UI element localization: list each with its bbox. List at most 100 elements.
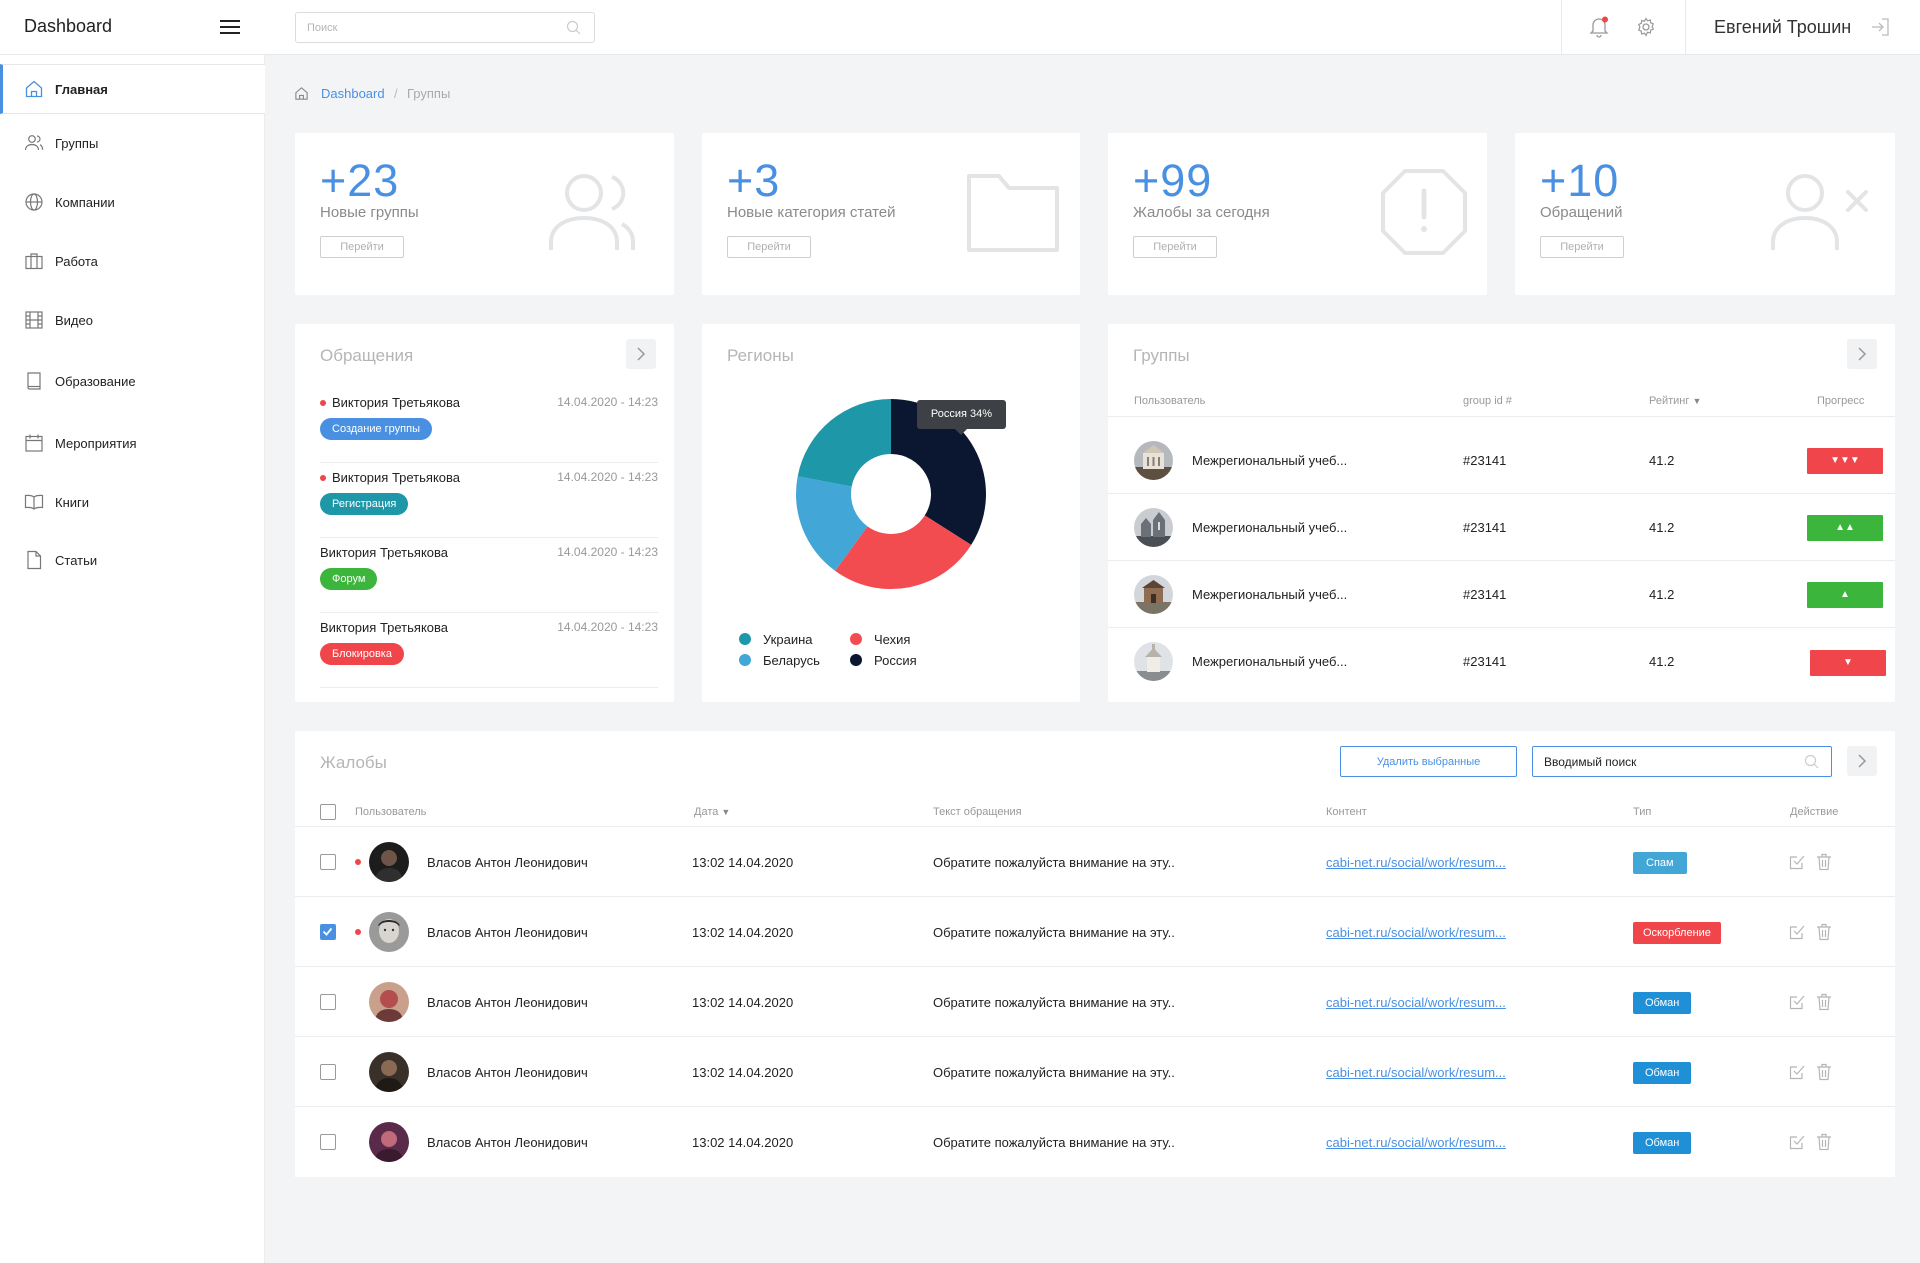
content-link[interactable]: cabi-net.ru/social/work/resum... (1326, 855, 1506, 870)
table-row[interactable]: Власов Антон Леонидович 13:02 14.04.2020… (295, 827, 1895, 897)
gear-icon[interactable] (1636, 17, 1656, 37)
pie-slice-Чехия[interactable] (835, 515, 972, 589)
search-icon[interactable] (566, 20, 581, 35)
complaints-search-input[interactable] (1532, 746, 1832, 777)
appeal-name: Виктория Третьякова (320, 545, 449, 560)
edit-check-icon[interactable] (1789, 994, 1805, 1010)
sidebar-item-home[interactable]: Главная (0, 64, 265, 114)
col-header-date-label: Дата (694, 806, 719, 818)
col-header-type: Тип (1633, 806, 1652, 818)
appeal-item[interactable]: Виктория Третьякова 14.04.2020 - 14:23 С… (320, 388, 658, 463)
content-link[interactable]: cabi-net.ru/social/work/resum... (1326, 1135, 1506, 1150)
next-button[interactable] (1847, 339, 1877, 369)
sidebar-item-work[interactable]: Работа (0, 236, 265, 286)
trash-icon[interactable] (1816, 993, 1832, 1011)
card-title: Регионы (727, 346, 794, 365)
col-header-date[interactable]: Дата ▼ (694, 806, 730, 818)
go-button[interactable]: Перейти (320, 236, 404, 258)
row-checkbox[interactable] (320, 1064, 336, 1080)
stat-card-groups: +23 Новые группы Перейти (295, 133, 674, 295)
table-row[interactable]: Власов Антон Леонидович 13:02 14.04.2020… (295, 1107, 1895, 1177)
edit-check-icon[interactable] (1789, 854, 1805, 870)
sidebar-item-events[interactable]: Мероприятия (0, 418, 265, 468)
search-icon[interactable] (1804, 754, 1819, 769)
app-logo[interactable]: Dashboard (24, 16, 113, 36)
trash-icon[interactable] (1816, 1133, 1832, 1151)
users-icon (24, 133, 44, 153)
next-button[interactable] (1847, 746, 1877, 776)
complaint-date: 13:02 14.04.2020 (692, 855, 794, 870)
pie-slice-Россия[interactable] (891, 399, 986, 545)
breadcrumb-separator: / (394, 86, 398, 101)
type-badge: Спам (1633, 852, 1687, 874)
trash-icon[interactable] (1816, 923, 1832, 941)
card-title: Жалобы (320, 753, 387, 772)
select-all-checkbox[interactable] (320, 804, 336, 820)
row-checkbox[interactable] (320, 854, 336, 870)
bell-icon[interactable] (1589, 16, 1609, 38)
appeal-item[interactable]: Виктория Третьякова 14.04.2020 - 14:23 Б… (320, 613, 658, 688)
sidebar-item-label: Мероприятия (55, 435, 137, 451)
table-row[interactable]: Власов Антон Леонидович 13:02 14.04.2020… (295, 967, 1895, 1037)
home-icon[interactable] (294, 86, 309, 101)
content-link[interactable]: cabi-net.ru/social/work/resum... (1326, 925, 1506, 940)
pie-slice-Украина[interactable] (797, 399, 891, 487)
edit-check-icon[interactable] (1789, 1134, 1805, 1150)
search-input[interactable] (295, 12, 595, 43)
edit-check-icon[interactable] (1789, 924, 1805, 940)
logout-icon[interactable] (1870, 17, 1890, 37)
sidebar-item-video[interactable]: Видео (0, 295, 265, 345)
table-row[interactable]: Власов Антон Леонидович 13:02 14.04.2020… (295, 1037, 1895, 1107)
table-row[interactable]: Межрегиональный учеб... #23141 41.2 ▼ (1108, 628, 1895, 695)
breadcrumb-dashboard-link[interactable]: Dashboard (321, 86, 385, 101)
content-link[interactable]: cabi-net.ru/social/work/resum... (1326, 1065, 1506, 1080)
row-checkbox[interactable] (320, 994, 336, 1010)
appeal-name: Виктория Третьякова (332, 395, 461, 410)
group-id: #23141 (1463, 587, 1507, 602)
edit-check-icon[interactable] (1789, 1064, 1805, 1080)
regions-card: Регионы Украина Чехия Беларусь Россия (702, 324, 1080, 702)
appeal-item[interactable]: Виктория Третьякова 14.04.2020 - 14:23 Р… (320, 463, 658, 538)
table-row[interactable]: Межрегиональный учеб... #23141 41.2 ▼▼▼ (1108, 427, 1895, 494)
book-icon (24, 371, 44, 391)
complaint-date: 13:02 14.04.2020 (692, 925, 794, 940)
row-checkbox[interactable] (320, 1134, 336, 1150)
delete-selected-button[interactable]: Удалить выбранные (1340, 746, 1517, 777)
avatar (369, 842, 409, 882)
col-header-rating[interactable]: Рейтинг ▼ (1649, 395, 1701, 407)
table-row[interactable]: Межрегиональный учеб... #23141 41.2 ▲▲ (1108, 494, 1895, 561)
sidebar: Главная Группы Компании Работа Видео Обр… (0, 55, 265, 1263)
next-button[interactable] (626, 339, 656, 369)
row-checkbox[interactable] (320, 924, 336, 940)
col-header-action: Действие (1790, 806, 1839, 818)
user-name[interactable]: Евгений Трошин (1714, 17, 1852, 37)
group-name: Межрегиональный учеб... (1192, 587, 1348, 602)
chart-tooltip: Россия 34% (917, 400, 1006, 435)
sidebar-item-books[interactable]: Книги (0, 477, 265, 527)
complaint-text: Обратите пожалуйста внимание на эту.. (933, 1065, 1175, 1080)
sidebar-item-articles[interactable]: Статьи (0, 535, 265, 585)
appeal-time: 14.04.2020 - 14:23 (557, 620, 658, 634)
sidebar-item-label: Компании (55, 194, 115, 210)
group-id: #23141 (1463, 520, 1507, 535)
pie-slice-Беларусь[interactable] (796, 476, 868, 571)
sidebar-item-education[interactable]: Образование (0, 356, 265, 406)
col-header-content: Контент (1326, 806, 1367, 818)
sidebar-item-companies[interactable]: Компании (0, 177, 265, 227)
table-row[interactable]: Власов Антон Леонидович 13:02 14.04.2020… (295, 897, 1895, 967)
menu-icon[interactable] (218, 17, 242, 37)
legend-label-ukraine: Украина (763, 632, 813, 647)
table-row[interactable]: Межрегиональный учеб... #23141 41.2 ▲ (1108, 561, 1895, 628)
sidebar-item-groups[interactable]: Группы (0, 118, 265, 168)
go-button[interactable]: Перейти (1540, 236, 1624, 258)
trash-icon[interactable] (1816, 1063, 1832, 1081)
progress-badge-down: ▼ (1810, 650, 1886, 676)
appeal-item[interactable]: Виктория Третьякова 14.04.2020 - 14:23 Ф… (320, 538, 658, 613)
avatar (369, 982, 409, 1022)
complaint-date: 13:02 14.04.2020 (692, 1135, 794, 1150)
trash-icon[interactable] (1816, 853, 1832, 871)
go-button[interactable]: Перейти (727, 236, 811, 258)
folder-icon (965, 168, 1059, 258)
content-link[interactable]: cabi-net.ru/social/work/resum... (1326, 995, 1506, 1010)
go-button[interactable]: Перейти (1133, 236, 1217, 258)
